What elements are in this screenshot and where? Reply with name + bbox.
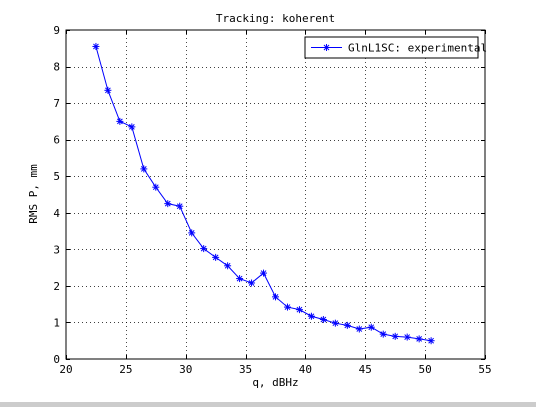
data-point [152, 183, 160, 191]
legend-marker [323, 44, 330, 51]
legend-entry-label: GlnL1SC: experimental [348, 42, 487, 55]
data-point [260, 269, 268, 277]
data-point [140, 165, 148, 173]
x-tick-label: 20 [59, 363, 72, 376]
data-point [200, 245, 208, 253]
chart-title: Tracking: koherent [216, 12, 335, 25]
data-point [331, 319, 339, 327]
data-point [164, 200, 172, 208]
data-point [283, 303, 291, 311]
y-axis-label: RMS P, mm [27, 164, 40, 224]
legend-box [304, 36, 479, 59]
data-point [319, 316, 327, 324]
y-tick-label: 0 [53, 353, 60, 366]
x-tick-label: 40 [299, 363, 312, 376]
data-point [391, 332, 399, 340]
data-point [236, 275, 244, 283]
y-tick-label: 2 [53, 280, 60, 293]
data-point [92, 42, 100, 50]
x-tick-label: 30 [179, 363, 192, 376]
data-point [307, 312, 315, 320]
data-point [355, 325, 363, 333]
data-point [212, 253, 220, 261]
x-tick-label: 50 [419, 363, 432, 376]
y-tick-label: 3 [53, 243, 60, 256]
series-layer [92, 42, 435, 345]
data-point [188, 229, 196, 237]
x-tick-label: 55 [478, 363, 491, 376]
data-point [343, 321, 351, 329]
data-point [128, 123, 136, 131]
x-tick-label: 45 [359, 363, 372, 376]
legend-marker-star [323, 44, 330, 51]
data-point [176, 202, 184, 210]
axes-box [65, 29, 486, 360]
data-point [295, 306, 303, 314]
y-tick-label: 7 [53, 97, 60, 110]
data-point [379, 330, 387, 338]
grid [66, 30, 485, 359]
data-point [403, 333, 411, 341]
x-axis-label: q, dBHz [252, 376, 298, 389]
legend: GlnL1SC: experimental [304, 36, 487, 59]
y-tick-label: 6 [53, 134, 60, 147]
y-tick-label: 1 [53, 316, 60, 329]
data-point [116, 117, 124, 125]
data-point [104, 86, 112, 94]
x-tick-label: 25 [119, 363, 132, 376]
data-point [248, 279, 256, 287]
data-point [224, 262, 232, 270]
plot-area [66, 30, 485, 359]
data-point [415, 335, 423, 343]
data-point [272, 293, 279, 301]
data-point [427, 337, 435, 345]
y-tick-label: 4 [53, 207, 60, 220]
y-tick-label: 5 [53, 170, 60, 183]
y-tick-label: 9 [53, 24, 60, 37]
data-point [367, 323, 375, 331]
x-tick-label: 35 [239, 363, 252, 376]
y-tick-label: 8 [53, 61, 60, 74]
